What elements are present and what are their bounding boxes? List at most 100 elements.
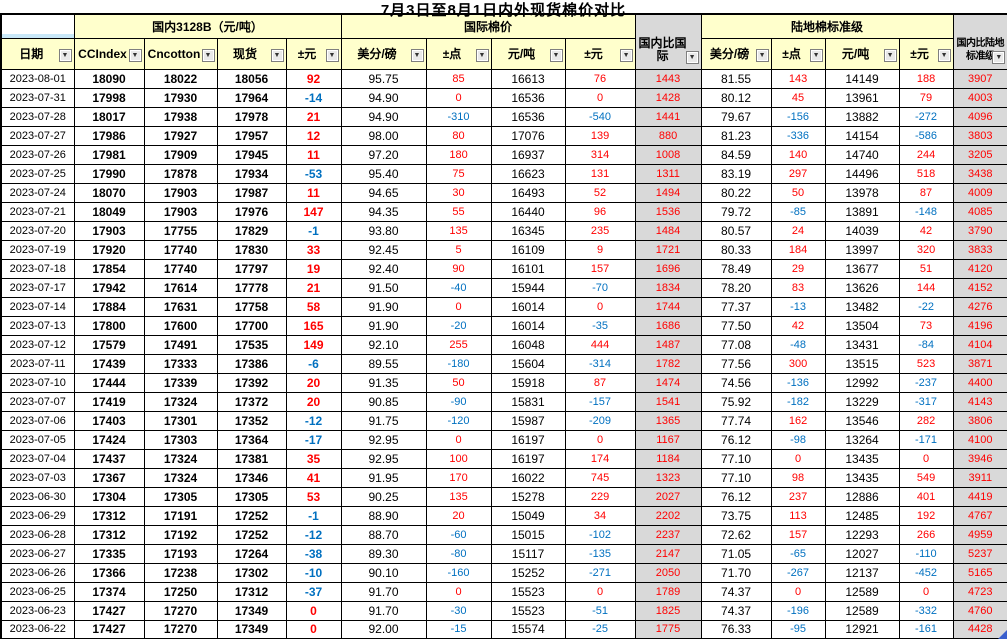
- cell-vs-upland[interactable]: 3438: [952, 163, 1007, 184]
- cell-ccindex[interactable]: 18090: [73, 68, 145, 89]
- cell-intl-cents[interactable]: 90.10: [340, 562, 427, 583]
- col-header-upland-cents[interactable]: 美分/磅 ▼: [700, 37, 772, 70]
- cell-ccindex[interactable]: 17981: [73, 144, 145, 165]
- cell-cncotton[interactable]: 17740: [143, 239, 218, 260]
- col-header-upland-change[interactable]: ±元 ▼: [898, 37, 954, 70]
- cell-date[interactable]: 2023-06-27: [0, 543, 75, 564]
- cell-spot[interactable]: 17976: [216, 201, 287, 222]
- cell-upland-change[interactable]: -272: [898, 106, 954, 127]
- cell-date[interactable]: 2023-07-11: [0, 353, 75, 374]
- cell-date[interactable]: 2023-07-10: [0, 372, 75, 393]
- cell-date[interactable]: 2023-07-21: [0, 201, 75, 222]
- cell-cncotton[interactable]: 17192: [143, 524, 218, 545]
- cell-intl-cents[interactable]: 92.95: [340, 448, 427, 469]
- cell-upland-cents[interactable]: 78.20: [700, 277, 772, 298]
- cell-upland-yuan[interactable]: 14496: [824, 163, 900, 184]
- cell-spot[interactable]: 17797: [216, 258, 287, 279]
- cell-upland-cents[interactable]: 77.56: [700, 353, 772, 374]
- cell-vs-intl[interactable]: 1775: [634, 619, 702, 639]
- cell-vs-intl[interactable]: 1443: [634, 68, 702, 89]
- cell-vs-upland[interactable]: 4152: [952, 277, 1007, 298]
- cell-upland-points[interactable]: 300: [770, 353, 826, 374]
- cell-ccindex[interactable]: 18070: [73, 182, 145, 203]
- cell-intl-change[interactable]: 229: [564, 486, 636, 507]
- cell-intl-yuan[interactable]: 16493: [490, 182, 566, 203]
- cell-intl-change[interactable]: 131: [564, 163, 636, 184]
- cell-vs-upland[interactable]: 4096: [952, 106, 1007, 127]
- cell-upland-yuan[interactable]: 14740: [824, 144, 900, 165]
- cell-intl-yuan[interactable]: 15523: [490, 581, 566, 602]
- cell-vs-upland[interactable]: 4428: [952, 619, 1007, 639]
- group-header-international[interactable]: 国际棉价: [340, 13, 636, 39]
- cell-intl-cents[interactable]: 95.75: [340, 68, 427, 89]
- cell-intl-cents[interactable]: 97.20: [340, 144, 427, 165]
- cell-vs-intl[interactable]: 1494: [634, 182, 702, 203]
- cell-intl-yuan[interactable]: 15944: [490, 277, 566, 298]
- cell-intl-points[interactable]: 180: [425, 144, 492, 165]
- cell-intl-points[interactable]: 0: [425, 429, 492, 450]
- cell-ccindex[interactable]: 17920: [73, 239, 145, 260]
- cell-intl-yuan[interactable]: 15918: [490, 372, 566, 393]
- cell-upland-yuan[interactable]: 13677: [824, 258, 900, 279]
- cell-intl-change[interactable]: 0: [564, 87, 636, 108]
- cell-cncotton[interactable]: 17191: [143, 505, 218, 526]
- cell-intl-change[interactable]: 0: [564, 429, 636, 450]
- cell-change-yuan[interactable]: 35: [285, 448, 342, 469]
- cell-ccindex[interactable]: 17437: [73, 448, 145, 469]
- cell-cncotton[interactable]: 17903: [143, 201, 218, 222]
- cell-change-yuan[interactable]: 21: [285, 106, 342, 127]
- cell-spot[interactable]: 17252: [216, 524, 287, 545]
- cell-intl-yuan[interactable]: 15831: [490, 391, 566, 412]
- cell-intl-change[interactable]: -70: [564, 277, 636, 298]
- cell-intl-points[interactable]: 255: [425, 334, 492, 355]
- cell-intl-cents[interactable]: 89.55: [340, 353, 427, 374]
- cell-vs-upland[interactable]: 5237: [952, 543, 1007, 564]
- cell-spot[interactable]: 17700: [216, 315, 287, 336]
- cell-intl-yuan[interactable]: 15278: [490, 486, 566, 507]
- cell-ccindex[interactable]: 17335: [73, 543, 145, 564]
- cell-change-yuan[interactable]: 11: [285, 144, 342, 165]
- cell-upland-points[interactable]: -156: [770, 106, 826, 127]
- cell-intl-cents[interactable]: 92.40: [340, 258, 427, 279]
- cell-spot[interactable]: 17372: [216, 391, 287, 412]
- cell-vs-intl[interactable]: 2237: [634, 524, 702, 545]
- cell-cncotton[interactable]: 18022: [143, 68, 218, 89]
- cell-upland-points[interactable]: 140: [770, 144, 826, 165]
- cell-change-yuan[interactable]: 21: [285, 277, 342, 298]
- cell-upland-yuan[interactable]: 13229: [824, 391, 900, 412]
- cell-intl-change[interactable]: -271: [564, 562, 636, 583]
- cell-upland-yuan[interactable]: 13435: [824, 448, 900, 469]
- cell-cncotton[interactable]: 17930: [143, 87, 218, 108]
- col-header-spot[interactable]: 现货 ▼: [216, 37, 287, 70]
- cell-upland-points[interactable]: 98: [770, 467, 826, 488]
- cell-cncotton[interactable]: 17740: [143, 258, 218, 279]
- cell-spot[interactable]: 17392: [216, 372, 287, 393]
- cell-intl-cents[interactable]: 90.85: [340, 391, 427, 412]
- cell-vs-intl[interactable]: 1536: [634, 201, 702, 222]
- col-header-upland-points[interactable]: ±点 ▼: [770, 37, 826, 70]
- cell-ccindex[interactable]: 17579: [73, 334, 145, 355]
- cell-change-yuan[interactable]: -12: [285, 410, 342, 431]
- cell-spot[interactable]: 17264: [216, 543, 287, 564]
- cell-ccindex[interactable]: 17444: [73, 372, 145, 393]
- cell-upland-yuan[interactable]: 14149: [824, 68, 900, 89]
- filter-dropdown-icon[interactable]: ▼: [201, 48, 215, 62]
- cell-upland-cents[interactable]: 79.72: [700, 201, 772, 222]
- cell-ccindex[interactable]: 17403: [73, 410, 145, 431]
- cell-vs-intl[interactable]: 1428: [634, 87, 702, 108]
- cell-intl-cents[interactable]: 88.70: [340, 524, 427, 545]
- cell-intl-change[interactable]: 139: [564, 125, 636, 146]
- cell-vs-upland[interactable]: 4959: [952, 524, 1007, 545]
- cell-upland-cents[interactable]: 71.70: [700, 562, 772, 583]
- cell-upland-cents[interactable]: 76.12: [700, 486, 772, 507]
- filter-dropdown-icon[interactable]: ▼: [619, 48, 633, 62]
- cell-intl-points[interactable]: 5: [425, 239, 492, 260]
- cell-upland-points[interactable]: 0: [770, 448, 826, 469]
- cell-cncotton[interactable]: 17339: [143, 372, 218, 393]
- filter-dropdown-icon[interactable]: ▼: [883, 48, 897, 62]
- cell-intl-change[interactable]: 157: [564, 258, 636, 279]
- cell-intl-change[interactable]: -157: [564, 391, 636, 412]
- cell-upland-change[interactable]: 518: [898, 163, 954, 184]
- cell-intl-points[interactable]: 30: [425, 182, 492, 203]
- cell-upland-change[interactable]: 0: [898, 581, 954, 602]
